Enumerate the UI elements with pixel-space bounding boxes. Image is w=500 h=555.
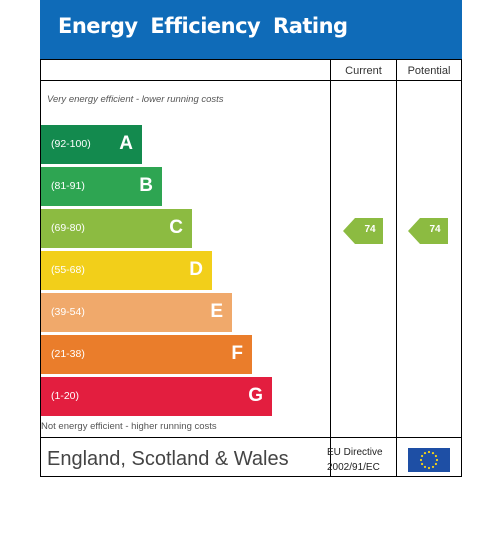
- eu-flag-star: [427, 450, 431, 454]
- band-a: (92-100) A: [41, 125, 142, 164]
- eu-flag-star: [423, 451, 427, 455]
- potential-rating-shape: [408, 218, 448, 244]
- potential-column-divider: [396, 59, 397, 476]
- eu-flag-star: [431, 451, 435, 455]
- eu-flag-star: [423, 465, 427, 469]
- band-b: (81-91) B: [41, 167, 162, 206]
- eu-directive-line1: EU Directive: [327, 447, 383, 458]
- current-rating-shape: [343, 218, 383, 244]
- eu-flag-star: [427, 466, 431, 470]
- band-letter: C: [169, 217, 183, 238]
- footer-divider: [40, 437, 462, 438]
- band-range: (55-68): [51, 264, 85, 276]
- top-note: Very energy efficient - lower running co…: [47, 94, 224, 105]
- eu-flag-star: [420, 454, 424, 458]
- band-range: (92-100): [51, 138, 91, 150]
- eu-flag-star: [431, 465, 435, 469]
- band-range: (21-38): [51, 348, 85, 360]
- band-range: (69-80): [51, 222, 85, 234]
- band-letter: F: [231, 343, 243, 364]
- band-g: (1-20) G: [41, 377, 272, 416]
- chart-title: Energy Efficiency Rating: [58, 14, 348, 38]
- band-letter: A: [119, 133, 133, 154]
- band-d: (55-68) D: [41, 251, 212, 290]
- region-label: England, Scotland & Wales: [47, 448, 289, 470]
- band-letter: G: [248, 385, 263, 406]
- eu-flag-icon: [408, 448, 450, 472]
- chart-frame: [40, 59, 462, 477]
- header-divider: [40, 80, 462, 81]
- potential-rating-value: 74: [429, 224, 441, 235]
- eu-flag-star: [435, 458, 439, 462]
- eu-flag-star: [420, 462, 424, 466]
- current-column-divider: [330, 59, 331, 476]
- energy-rating-chart: Energy Efficiency Rating Current Potenti…: [40, 0, 462, 477]
- current-rating-value: 74: [364, 224, 376, 235]
- eu-flag-star: [419, 458, 423, 462]
- potential-column-header: Potential: [407, 65, 451, 77]
- band-range: (1-20): [51, 390, 80, 402]
- band-e: (39-54) E: [41, 293, 232, 332]
- eu-directive: EU Directive 2002/91/EC: [327, 445, 383, 475]
- band-letter: E: [210, 301, 223, 322]
- band-f: (21-38) F: [41, 335, 252, 374]
- eu-directive-line2: 2002/91/EC: [327, 462, 380, 473]
- band-range: (39-54): [51, 306, 85, 318]
- title-bar: Energy Efficiency Rating: [40, 0, 462, 59]
- band-letter: B: [139, 175, 153, 196]
- band-range: (81-91): [51, 180, 85, 192]
- band-c: (69-80) C: [41, 209, 192, 248]
- bottom-note: Not energy efficient - higher running co…: [41, 421, 217, 432]
- eu-flag-star: [434, 454, 438, 458]
- eu-flag-star: [434, 462, 438, 466]
- band-letter: D: [189, 259, 203, 280]
- current-column-header: Current: [345, 65, 382, 77]
